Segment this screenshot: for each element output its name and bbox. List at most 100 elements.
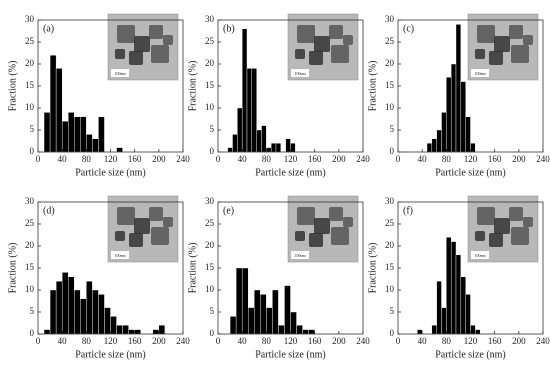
bar	[256, 129, 262, 153]
y-tick-label: 10	[385, 284, 395, 294]
y-tick-label: 15	[385, 80, 395, 90]
bar	[441, 112, 447, 153]
x-tick-label: 0	[36, 154, 41, 164]
bar	[43, 329, 51, 335]
scale-bar-label: 100nm	[294, 253, 306, 258]
x-tick-label: 0	[36, 336, 41, 346]
x-tick-label: 240	[356, 336, 370, 346]
bar	[251, 68, 257, 153]
scale-bar-box	[471, 69, 489, 77]
inset-particle	[297, 25, 315, 43]
bar	[98, 294, 105, 335]
y-tick-label: 20	[385, 240, 395, 250]
bar	[116, 324, 123, 335]
inset-particle	[309, 233, 323, 247]
x-tick-label: 80	[442, 154, 452, 164]
bar	[61, 120, 69, 153]
x-tick-label: 0	[396, 154, 401, 164]
bar	[116, 147, 123, 153]
y-tick-label: 10	[25, 102, 35, 112]
y-tick-label: 10	[385, 102, 395, 112]
bar	[460, 276, 466, 335]
scale-bar-label: 100nm	[114, 71, 126, 76]
x-tick-label: 120	[284, 154, 298, 164]
bar	[272, 289, 279, 335]
bar	[248, 307, 255, 335]
panel: 100nm 0 40 80 120 160 200 240 0 5 10 15 20 25 30 (d) Par…	[7, 195, 190, 360]
x-tick-label: 120	[104, 154, 118, 164]
inset-particle	[309, 51, 323, 65]
x-tick-label: 240	[176, 336, 190, 346]
x-tick-label: 160	[488, 154, 502, 164]
y-tick-label: 5	[30, 124, 35, 134]
scale-bar-label: 100nm	[114, 253, 126, 258]
bar	[296, 324, 303, 335]
bar	[278, 324, 285, 335]
inset-particle	[343, 35, 353, 45]
x-tick-label: 0	[396, 336, 401, 346]
x-tick-label: 200	[332, 154, 346, 164]
y-tick-label: 20	[205, 58, 215, 68]
x-tick-label: 80	[442, 336, 452, 346]
inset-particle	[151, 45, 169, 63]
y-axis-label: Fraction (%)	[187, 243, 198, 294]
x-tick-label: 240	[356, 154, 370, 164]
y-tick-label: 20	[205, 240, 215, 250]
x-axis-label: Particle size (nm)	[255, 349, 326, 360]
inset-particle	[523, 35, 533, 45]
y-tick-label: 0	[210, 328, 215, 338]
bar	[55, 68, 63, 153]
x-tick-label: 240	[176, 154, 190, 164]
y-axis-label: Fraction (%)	[367, 61, 378, 112]
y-tick-label: 20	[25, 58, 35, 68]
y-tick-label: 0	[30, 146, 35, 156]
bar	[152, 329, 160, 335]
inset-particle	[494, 218, 510, 234]
inset-particle	[149, 25, 163, 39]
bar	[275, 142, 282, 153]
x-tick-label: 160	[128, 336, 142, 346]
x-tick-label: 160	[308, 154, 322, 164]
inset-particle	[117, 207, 135, 225]
bar	[436, 129, 442, 153]
scale-bar-box	[111, 251, 129, 259]
y-axis-label: Fraction (%)	[187, 61, 198, 112]
y-axis-label: Fraction (%)	[7, 61, 18, 112]
panel: 100nm 0 40 80 120 160 200 240 0 5 10 15 20 25 30 (e) Par…	[187, 195, 370, 360]
bar	[86, 134, 93, 153]
x-tick-label: 200	[512, 336, 526, 346]
bar	[98, 116, 105, 153]
x-tick-label: 240	[536, 336, 550, 346]
x-tick-label: 200	[152, 336, 166, 346]
scale-bar-box	[291, 69, 309, 77]
bar	[302, 329, 309, 335]
bar	[122, 324, 129, 335]
inset-particle	[163, 35, 173, 45]
bar	[104, 307, 111, 335]
y-tick-label: 15	[205, 262, 215, 272]
bar	[241, 267, 249, 335]
bar	[436, 280, 442, 335]
bar	[285, 138, 291, 153]
inset-particle	[477, 207, 495, 225]
bar	[290, 142, 296, 153]
x-tick-label: 0	[216, 336, 221, 346]
x-tick-label: 40	[418, 336, 428, 346]
bar	[270, 142, 277, 153]
y-tick-label: 25	[385, 218, 395, 228]
y-tick-label: 10	[25, 284, 35, 294]
scale-bar-label: 100nm	[474, 253, 486, 258]
bar	[241, 28, 248, 153]
inset-particle	[331, 45, 349, 63]
x-tick-label: 40	[58, 154, 68, 164]
y-tick-label: 30	[25, 14, 35, 24]
scale-bar-box	[291, 251, 309, 259]
y-tick-label: 10	[205, 284, 215, 294]
y-tick-label: 0	[210, 146, 215, 156]
bar	[74, 289, 81, 335]
bar	[441, 307, 447, 335]
inset-particle	[115, 49, 125, 59]
x-tick-label: 160	[308, 336, 322, 346]
y-tick-label: 5	[210, 124, 215, 134]
bar	[92, 289, 99, 335]
